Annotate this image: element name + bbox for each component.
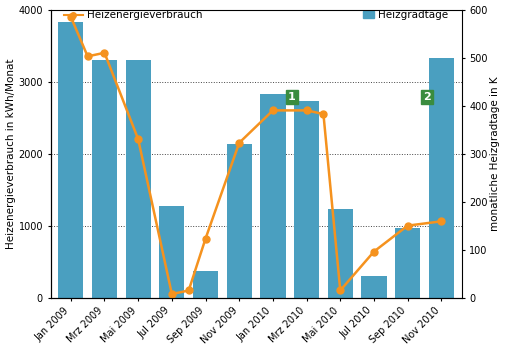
Text: 1: 1 (287, 92, 295, 102)
Y-axis label: Heizenergieverbrauch in kWh/Monat: Heizenergieverbrauch in kWh/Monat (6, 58, 16, 249)
Bar (327, 209, 352, 298)
Bar (361, 276, 386, 298)
Bar (125, 60, 150, 298)
Bar (260, 94, 285, 298)
Text: 2: 2 (422, 92, 430, 102)
Legend: Heizgradtage: Heizgradtage (359, 6, 451, 25)
Bar (192, 271, 218, 298)
Bar (226, 144, 251, 298)
Bar (92, 60, 117, 298)
Bar (293, 101, 319, 298)
Bar (58, 21, 83, 298)
Bar (159, 206, 184, 298)
Bar (394, 228, 420, 298)
Bar (428, 58, 453, 298)
Y-axis label: monatliche Heizgradtage in K: monatliche Heizgradtage in K (489, 76, 499, 231)
